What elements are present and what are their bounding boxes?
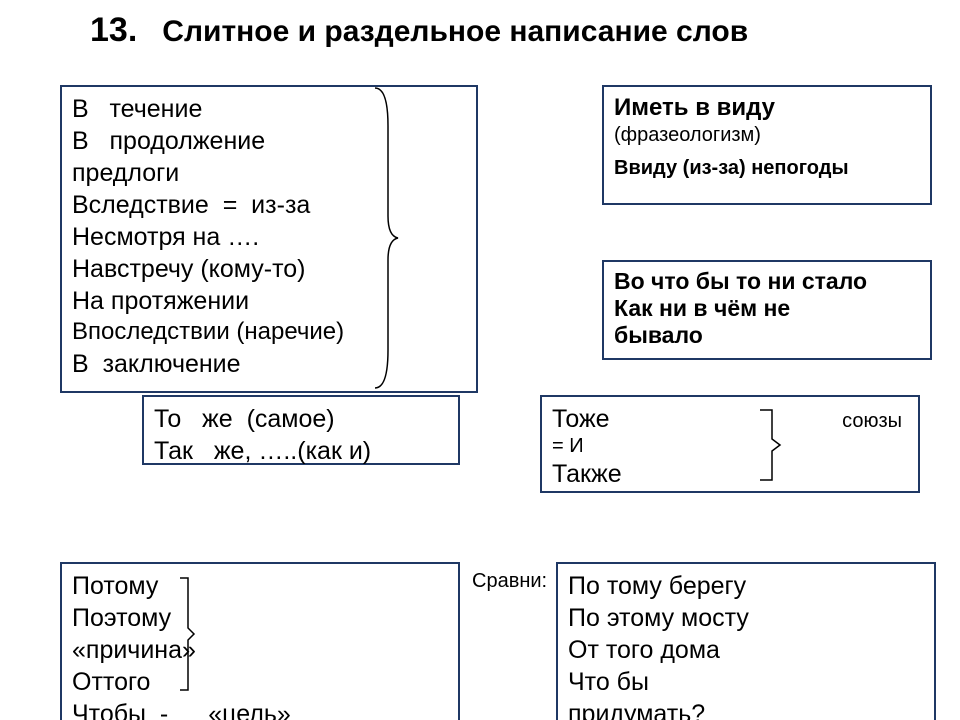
b6-l5-left: Чтобы - [72,698,168,720]
box-po-tomu: По тому берегу По этому мосту От того до… [556,562,936,720]
b6-l5-right: «цель» [208,698,291,720]
b2-l1: То же (самое) [154,403,448,435]
b7-l1: По тому берегу [568,570,924,602]
b1-l6: На протяжении [72,285,466,317]
b1-l5: Навстречу (кому-то) [72,253,466,285]
b4-l2: (фразеологизм) [614,124,920,147]
page-title: 13. Слитное и раздельное написание слов [90,10,850,51]
b1-l1: В продолжение [72,125,466,157]
b5-l2: Как ни в чём не [614,295,920,322]
b1-l8: В заключение [72,348,466,380]
b6-l2: Поэтому [72,602,448,634]
b7-l3: От того дома [568,634,924,666]
b1-l0: В течение [72,93,466,125]
box-imet-v-vidu: Иметь в виду (фразеологизм) Ввиду (из-за… [602,85,932,205]
b5-l1: Во что бы то ни стало [614,268,920,295]
b5-l3: бывало [614,322,920,349]
box-tozhe-takzhe: Тоже союзы = И Также [540,395,920,493]
b1-l2: предлоги [72,157,466,189]
title-text: Слитное и раздельное написание слов [162,15,748,48]
b7-l5: придумать? [568,698,924,720]
b3-l2: = И [552,435,908,458]
b4-l3: Ввиду (из-за) непогоды [614,157,849,179]
box-to-zhe: То же (самое) Так же, …..(как и) [142,395,460,465]
b3-l1-right: союзы [842,410,908,433]
compare-label: Сравни: [472,570,547,593]
title-number: 13. [90,11,137,49]
b1-l7: Впоследствии (наречие) [72,317,466,348]
b1-l4: Несмотря на …. [72,221,466,253]
b7-l4: Что бы [568,666,924,698]
b7-l2: По этому мосту [568,602,924,634]
b4-l1: Иметь в виду [614,93,920,124]
b6-l3: «причина» [72,634,448,666]
box-prepositions: В течение В продолжение предлоги Вследст… [60,85,478,393]
b6-l1: Потому [72,570,448,602]
b2-l2: Так же, …..(как и) [154,435,448,467]
b1-l3: Вследствие = из-за [72,189,466,221]
box-potomu: Потому Поэтому «причина» Оттого Чтобы - … [60,562,460,720]
b3-l3: Также [552,458,908,490]
b6-l4: Оттого [72,666,448,698]
box-idioms: Во что бы то ни стало Как ни в чём не бы… [602,260,932,360]
b3-l1-left: Тоже [552,403,610,435]
